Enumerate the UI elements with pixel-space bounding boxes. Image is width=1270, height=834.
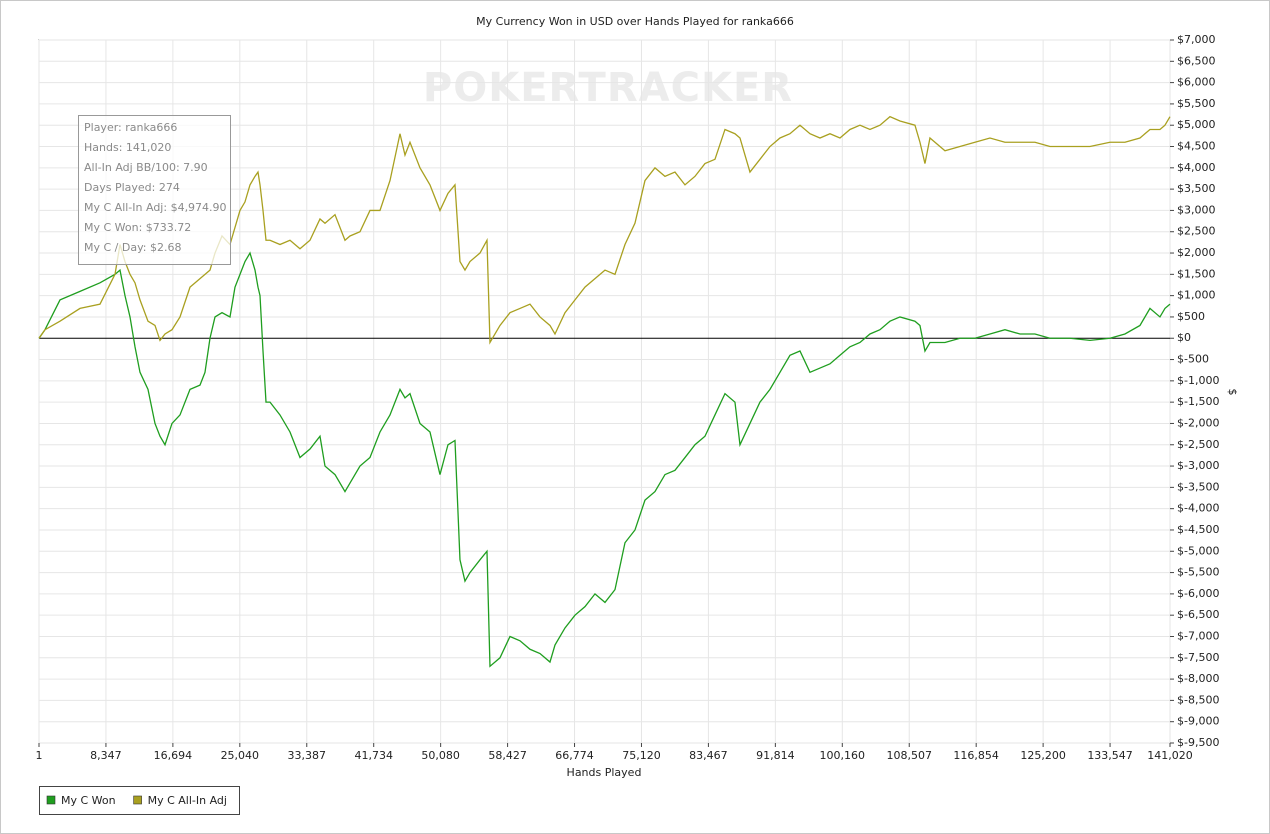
x-tick-label: 116,854 xyxy=(953,749,999,762)
y-tick-label: $-1,000 xyxy=(1177,374,1219,387)
y-tick-label: $-6,500 xyxy=(1177,608,1219,621)
x-tick-label: 100,160 xyxy=(820,749,866,762)
series-line xyxy=(38,251,1171,668)
legend-box xyxy=(39,786,240,815)
y-tick-label: $-1,500 xyxy=(1177,395,1219,408)
y-tick-label: $0 xyxy=(1177,331,1191,344)
y-tick-label: $6,000 xyxy=(1177,76,1216,89)
x-tick-label: 141,020 xyxy=(1147,749,1193,762)
tooltip-line: Hands: 141,020 xyxy=(84,141,171,154)
tooltip-line: My C All-In Adj: $4,974.90 xyxy=(84,201,227,214)
x-tick-label: 16,694 xyxy=(154,749,193,762)
y-tick-label: $-5,000 xyxy=(1177,544,1219,557)
y-tick-label: $-2,500 xyxy=(1177,438,1219,451)
y-tick-label: $-3,000 xyxy=(1177,459,1219,472)
y-tick-label: $2,500 xyxy=(1177,225,1216,238)
tooltip-line: Days Played: 274 xyxy=(84,181,180,194)
tooltip-line: All-In Adj BB/100: 7.90 xyxy=(84,161,208,174)
x-tick-label: 66,774 xyxy=(555,749,594,762)
watermark: POKERTRACKER xyxy=(423,65,793,111)
x-tick-label: 8,347 xyxy=(90,749,122,762)
y-tick-label: $-5,500 xyxy=(1177,566,1219,579)
tooltip-box xyxy=(78,115,231,265)
x-tick-label: 50,080 xyxy=(421,749,460,762)
y-tick-label: $-7,500 xyxy=(1177,651,1219,664)
legend-swatch xyxy=(46,795,56,805)
y-tick-label: $-8,000 xyxy=(1177,672,1219,685)
legend-label: My C All-In Adj xyxy=(148,794,227,807)
tooltip: Player: ranka666 Hands: 141,020 All-In Adj… xyxy=(78,115,231,265)
legend-swatch xyxy=(133,795,142,805)
tooltip-line: My C Won: $733.72 xyxy=(84,221,191,234)
legend: My C Won My C All-In Adj xyxy=(39,786,240,815)
y-tick-label: $500 xyxy=(1177,310,1205,323)
x-tick-label: 33,387 xyxy=(288,749,327,762)
y-tick-label: $-9,000 xyxy=(1177,715,1219,728)
y-tick-label: $-4,500 xyxy=(1177,523,1219,536)
x-tick-label: 58,427 xyxy=(488,749,527,762)
x-tick-label: 83,467 xyxy=(689,749,728,762)
x-tick-label: 125,200 xyxy=(1020,749,1066,762)
y-tick-label: $3,500 xyxy=(1177,182,1216,195)
x-tick-label: 133,547 xyxy=(1087,749,1133,762)
y-tick-label: $4,500 xyxy=(1177,140,1216,153)
y-tick-label: $5,500 xyxy=(1177,97,1216,110)
y-tick-label: $2,000 xyxy=(1177,246,1216,259)
y-axis-label: $ xyxy=(1226,389,1239,396)
y-tick-label: $-3,500 xyxy=(1177,480,1219,493)
y-tick-label: $4,000 xyxy=(1177,161,1216,174)
y-tick-label: $-7,000 xyxy=(1177,629,1219,642)
x-tick-label: 75,120 xyxy=(622,749,661,762)
y-tick-label: $-2,000 xyxy=(1177,416,1219,429)
y-tick-label: $5,000 xyxy=(1177,118,1216,131)
x-tick-label: 25,040 xyxy=(221,749,260,762)
y-tick-label: $1,500 xyxy=(1177,267,1216,280)
y-tick-label: $6,500 xyxy=(1177,54,1216,67)
y-tick-label: $-500 xyxy=(1177,353,1209,366)
x-tick-label: 1 xyxy=(36,749,43,762)
y-tick-label: $-6,000 xyxy=(1177,587,1219,600)
y-tick-label: $1,000 xyxy=(1177,289,1216,302)
y-tick-label: $3,000 xyxy=(1177,203,1216,216)
tooltip-line: Player: ranka666 xyxy=(84,121,177,134)
y-tick-label: $-9,500 xyxy=(1177,736,1219,749)
x-axis-label: Hands Played xyxy=(567,766,642,779)
y-tick-label: $7,000 xyxy=(1177,33,1216,46)
x-tick-label: 41,734 xyxy=(354,749,393,762)
tooltip-line: My C / Day: $2.68 xyxy=(84,241,182,254)
x-tick-label: 108,507 xyxy=(886,749,932,762)
legend-label: My C Won xyxy=(61,794,116,807)
x-tick-label: 91,814 xyxy=(756,749,795,762)
y-tick-label: $-4,000 xyxy=(1177,502,1219,515)
chart-title: My Currency Won in USD over Hands Played… xyxy=(476,15,794,28)
y-tick-label: $-8,500 xyxy=(1177,693,1219,706)
